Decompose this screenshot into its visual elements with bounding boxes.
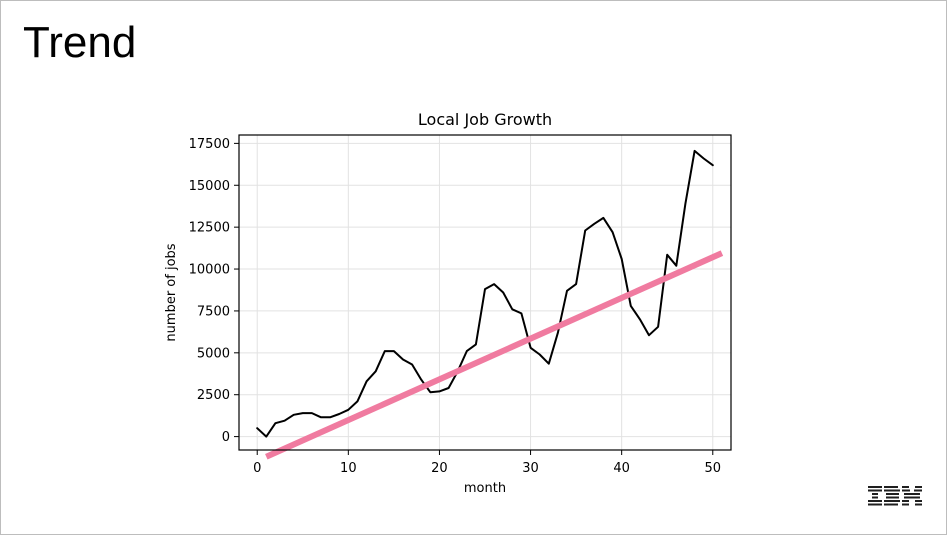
y-axis-label: number of jobs — [164, 243, 179, 341]
y-tick-label: 0 — [222, 430, 230, 445]
chart-title: Local Job Growth — [418, 110, 552, 129]
y-tick-label: 17500 — [189, 137, 230, 152]
x-axis-label: month — [464, 481, 506, 496]
line-chart: 0 10 20 30 40 50 0 2500 5000 7500 10000 12500 15000 1… — [164, 110, 732, 496]
ibm-logo — [868, 486, 922, 506]
series-layer — [256, 149, 724, 460]
job-growth-line — [256, 149, 714, 438]
y-tick-label: 7500 — [197, 304, 230, 319]
y-tick-label: 2500 — [197, 388, 230, 403]
plot-frame — [238, 134, 732, 451]
y-tick-label: 12500 — [189, 221, 230, 236]
x-tick-label: 30 — [522, 461, 539, 476]
x-tick-label: 10 — [340, 461, 357, 476]
x-tick-label: 40 — [613, 461, 630, 476]
trend-line — [265, 250, 724, 460]
x-tick-label: 0 — [253, 461, 261, 476]
y-tick-label: 10000 — [189, 263, 230, 278]
ticks: 0 10 20 30 40 50 0 2500 5000 7500 10000 12500 15000 1… — [189, 137, 721, 476]
x-tick-label: 50 — [705, 461, 722, 476]
y-tick-label: 15000 — [189, 179, 230, 194]
grid — [239, 135, 731, 450]
y-tick-label: 5000 — [197, 346, 230, 361]
slide-title: Trend — [23, 18, 137, 67]
x-tick-label: 20 — [431, 461, 448, 476]
